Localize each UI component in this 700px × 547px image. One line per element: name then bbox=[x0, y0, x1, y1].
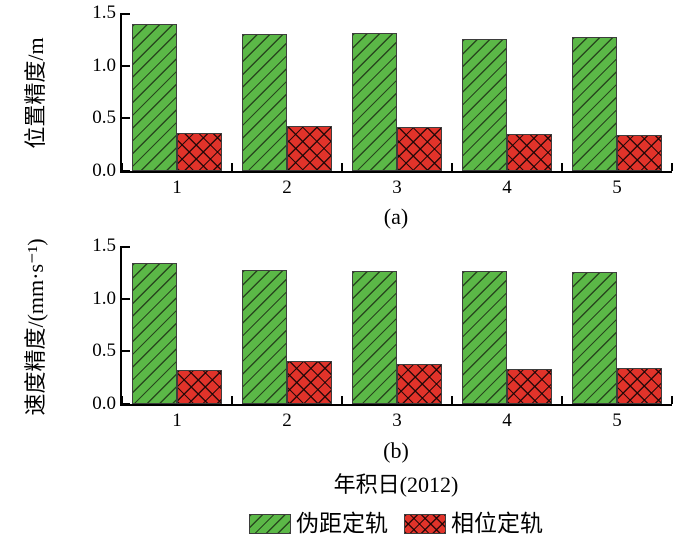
pseudorange-bar-4 bbox=[462, 39, 507, 171]
chart-a-plot-area: 0.0 0.5 1.0 1.5 1 2 3 4 5 bbox=[92, 2, 673, 198]
chart-b-panel-label: (b) bbox=[383, 438, 409, 463]
x-axis-tick bbox=[341, 396, 343, 404]
chart-a-panel-label: (a) bbox=[383, 204, 409, 229]
x-axis-tick-label: 3 bbox=[392, 410, 402, 431]
legend-label-pseudorange: 伪距定轨 bbox=[296, 511, 388, 536]
pseudorange-bar-5 bbox=[572, 272, 617, 404]
pseudorange-bar-2 bbox=[242, 34, 287, 171]
x-axis-tick bbox=[231, 396, 233, 404]
x-axis-tick-label: 5 bbox=[612, 177, 622, 198]
y-axis-tick bbox=[122, 170, 130, 172]
y-axis-tick-label: 0.5 bbox=[92, 340, 116, 362]
x-axis-tick bbox=[341, 163, 343, 171]
phase-bar-4 bbox=[507, 369, 552, 404]
y-axis-tick-label: 1.5 bbox=[92, 235, 116, 256]
x-axis-tick bbox=[671, 163, 673, 171]
y-axis-tick bbox=[122, 13, 130, 15]
y-axis-tick-label: 0.0 bbox=[92, 393, 116, 414]
phase-bar-3 bbox=[397, 126, 442, 171]
x-axis-tick bbox=[121, 396, 123, 404]
y-axis-tick-label: 1.0 bbox=[92, 287, 116, 309]
phase-bar-2 bbox=[287, 360, 332, 404]
y-axis-tick-label: 1.5 bbox=[92, 2, 116, 23]
y-axis-tick bbox=[122, 246, 130, 248]
phase-bar-1 bbox=[177, 370, 222, 404]
x-axis-tick bbox=[451, 396, 453, 404]
x-axis-tick bbox=[671, 396, 673, 404]
x-axis-tick-label: 2 bbox=[282, 410, 292, 431]
pseudorange-bar-4 bbox=[462, 271, 507, 404]
phase-bar-5 bbox=[617, 368, 662, 404]
phase-bar-3 bbox=[397, 363, 442, 404]
pseudorange-bar-3 bbox=[352, 271, 397, 404]
phase-bar-4 bbox=[507, 134, 552, 171]
x-axis-tick-label: 2 bbox=[282, 177, 292, 198]
y-axis-tick-label: 0.0 bbox=[92, 160, 116, 181]
x-axis-tick bbox=[121, 163, 123, 171]
x-axis-tick bbox=[561, 396, 563, 404]
phase-bar-5 bbox=[617, 135, 662, 171]
pseudorange-bar-2 bbox=[242, 270, 287, 404]
y-axis-tick-label: 0.5 bbox=[92, 107, 116, 129]
y-axis-tick bbox=[122, 297, 130, 300]
chart-b-plot-area: 0.0 0.5 1.0 1.5 1 2 3 4 5 bbox=[92, 235, 673, 431]
y-axis-tick bbox=[122, 350, 130, 353]
x-axis-tick-label: 1 bbox=[172, 410, 182, 431]
x-axis-tick-label: 4 bbox=[502, 177, 512, 198]
x-axis-tick bbox=[451, 163, 453, 171]
pseudorange-bar-1 bbox=[132, 23, 177, 171]
y-axis-tick-label: 1.0 bbox=[92, 54, 116, 76]
legend-swatch-phase-icon bbox=[404, 514, 446, 534]
x-axis-tick-label: 1 bbox=[172, 177, 182, 198]
pseudorange-bar-5 bbox=[572, 37, 617, 171]
x-axis-tick bbox=[231, 163, 233, 171]
chart-b-y-axis-title: 速度精度/(mm·s⁻¹) bbox=[23, 238, 48, 416]
legend: 伪距定轨 相位定轨 bbox=[120, 511, 672, 537]
x-axis-tick-label: 3 bbox=[392, 177, 402, 198]
x-axis-tick bbox=[561, 163, 563, 171]
pseudorange-bar-1 bbox=[132, 262, 177, 404]
x-axis-tick-label: 4 bbox=[502, 410, 512, 431]
legend-label-phase: 相位定轨 bbox=[451, 511, 543, 536]
y-axis-tick bbox=[122, 403, 130, 405]
phase-bar-2 bbox=[287, 125, 332, 171]
pseudorange-bar-3 bbox=[352, 33, 397, 171]
x-axis-title: 年积日(2012) bbox=[333, 472, 459, 497]
y-axis-tick bbox=[122, 117, 130, 120]
legend-swatch-pseudorange-icon bbox=[249, 514, 291, 534]
y-axis-tick bbox=[122, 64, 130, 67]
x-axis-tick-label: 5 bbox=[612, 410, 622, 431]
phase-bar-1 bbox=[177, 133, 222, 171]
